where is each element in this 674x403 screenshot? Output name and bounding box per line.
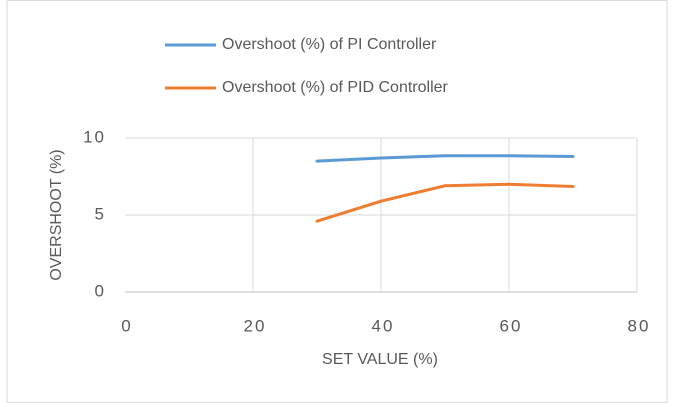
x-tick-label: 0: [121, 316, 132, 335]
x-tick-label: 40: [372, 316, 395, 335]
x-axis-label: SET VALUE (%): [322, 351, 438, 368]
chart-border: [6, 0, 668, 403]
legend-label: Overshoot (%) of PI Controller: [222, 36, 437, 53]
line-series: [315, 182, 575, 223]
y-axis-label: OVERSHOOT (%): [48, 149, 65, 280]
x-tick-label: 80: [628, 316, 651, 335]
y-tick-label: 10: [83, 127, 106, 146]
y-tick-label: 0: [95, 281, 106, 300]
y-tick-label: 5: [95, 204, 106, 223]
x-tick-label: 60: [500, 316, 523, 335]
line-series: [315, 154, 575, 163]
legend-label: Overshoot (%) of PID Controller: [222, 79, 449, 96]
x-tick-label: 20: [244, 316, 267, 335]
